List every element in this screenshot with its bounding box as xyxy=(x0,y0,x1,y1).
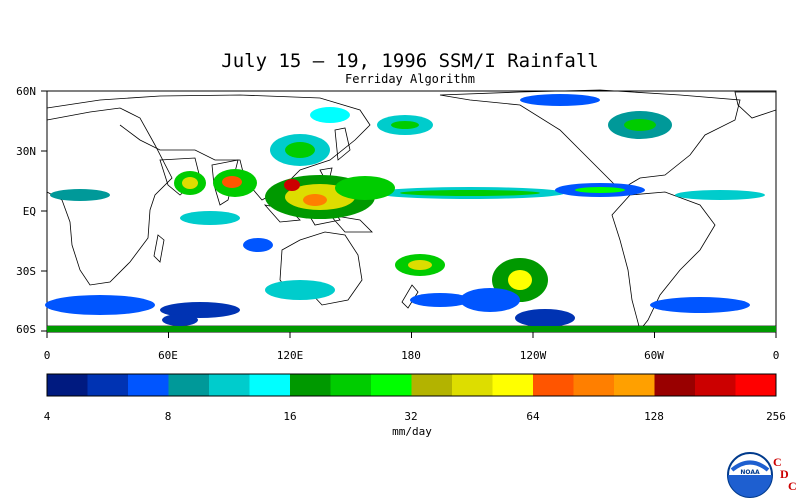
logo-text: NOAA xyxy=(740,469,760,476)
colorbar-swatch xyxy=(452,374,493,396)
logo-letter-d: D xyxy=(780,467,789,481)
colorbar-swatch xyxy=(573,374,615,396)
colorbar-swatch xyxy=(128,374,169,396)
colorbar-swatch xyxy=(249,374,291,396)
colorbar-swatch xyxy=(735,374,777,396)
colorbar-swatch xyxy=(371,374,412,396)
colorbar-swatch xyxy=(533,374,574,396)
lat-label-60n: 60N xyxy=(16,85,36,98)
colorbar-unit-label: mm/day xyxy=(392,425,432,438)
colorbar-swatch xyxy=(330,374,372,396)
colorbar-swatch xyxy=(87,374,129,396)
colorbar-swatch xyxy=(47,374,88,396)
colorbar-swatch xyxy=(168,374,210,396)
colorbar-tick-128: 128 xyxy=(644,410,664,423)
lon-label-120w: 120W xyxy=(519,349,547,362)
colorbar-swatch xyxy=(209,374,250,396)
map-title: July 15 – 19, 1996 SSM/I Rainfall xyxy=(221,50,599,72)
colorbar-swatch xyxy=(695,374,736,396)
lon-label-0: 0 xyxy=(43,349,51,362)
colorbar-swatch xyxy=(492,374,534,396)
lon-label-120e: 120E xyxy=(276,349,304,362)
logo-letter-c2: C xyxy=(788,479,797,493)
lon-label-0-end: 0 xyxy=(772,349,780,362)
colorbar-swatch xyxy=(614,374,655,396)
lon-label-60w: 60W xyxy=(644,349,664,362)
lat-label-30n: 30N xyxy=(16,145,36,158)
colorbar-tick-32: 32 xyxy=(404,410,418,423)
colorbar-swatch xyxy=(411,374,453,396)
colorbar-swatch xyxy=(290,374,331,396)
colorbar-tick-64: 64 xyxy=(526,410,540,423)
colorbar-tick-16: 16 xyxy=(283,410,297,423)
lon-label-60e: 60E xyxy=(158,349,178,362)
map-subtitle: Ferriday Algorithm xyxy=(344,72,476,86)
colorbar-tick-8: 8 xyxy=(164,410,172,423)
logo-letter-c1: C xyxy=(773,455,782,469)
rainfall-field xyxy=(45,94,776,332)
axis-ticks xyxy=(41,90,777,338)
colorbar-tick-256: 256 xyxy=(766,410,786,423)
noaa-logo: NOAA xyxy=(727,452,773,498)
lon-label-180: 180 xyxy=(401,349,421,362)
colorbar-tick-4: 4 xyxy=(43,410,51,423)
colorbar-frame xyxy=(46,373,777,397)
colorbar xyxy=(47,374,777,396)
lat-label-eq: EQ xyxy=(22,205,36,218)
lat-label-30s: 30S xyxy=(16,265,36,278)
lat-label-60s: 60S xyxy=(16,323,36,336)
colorbar-swatch xyxy=(654,374,696,396)
